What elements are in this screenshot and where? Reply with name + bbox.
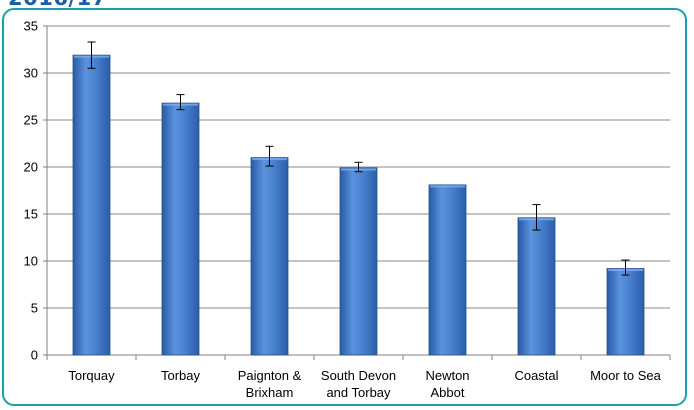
bar	[161, 102, 200, 356]
x-tick-label: Torbay	[161, 368, 201, 383]
x-tick-label: Coastal	[514, 368, 558, 383]
bar	[339, 167, 378, 356]
bar	[428, 184, 467, 356]
bars	[72, 54, 645, 356]
bar	[517, 217, 556, 356]
x-tick-label: Newton Abbot	[425, 368, 469, 400]
bar	[250, 157, 289, 356]
y-tick-label: 20	[24, 160, 38, 175]
x-tick-label: South Devon and Torbay	[321, 368, 396, 400]
error-bars	[87, 41, 630, 276]
bar	[72, 54, 111, 356]
x-tick-label: Torquay	[68, 368, 115, 383]
y-tick-label: 10	[24, 254, 38, 269]
cropped-title: 2016/17	[8, 0, 107, 10]
x-tick-label: Paignton & Brixham	[238, 368, 302, 400]
y-tick-label: 0	[31, 348, 38, 363]
y-tick-label: 35	[24, 19, 38, 34]
y-tick-label: 30	[24, 66, 38, 81]
x-tick-label: Moor to Sea	[590, 368, 662, 383]
y-tick-label: 15	[24, 207, 38, 222]
y-tick-label: 25	[24, 113, 38, 128]
y-tick-label: 5	[31, 301, 38, 316]
bar	[606, 268, 645, 356]
tick-labels: 0 5 10 15 20 25 30 35 Torquay Torbay Paignton & Bri…	[24, 19, 662, 401]
bar-highlight	[430, 185, 465, 188]
